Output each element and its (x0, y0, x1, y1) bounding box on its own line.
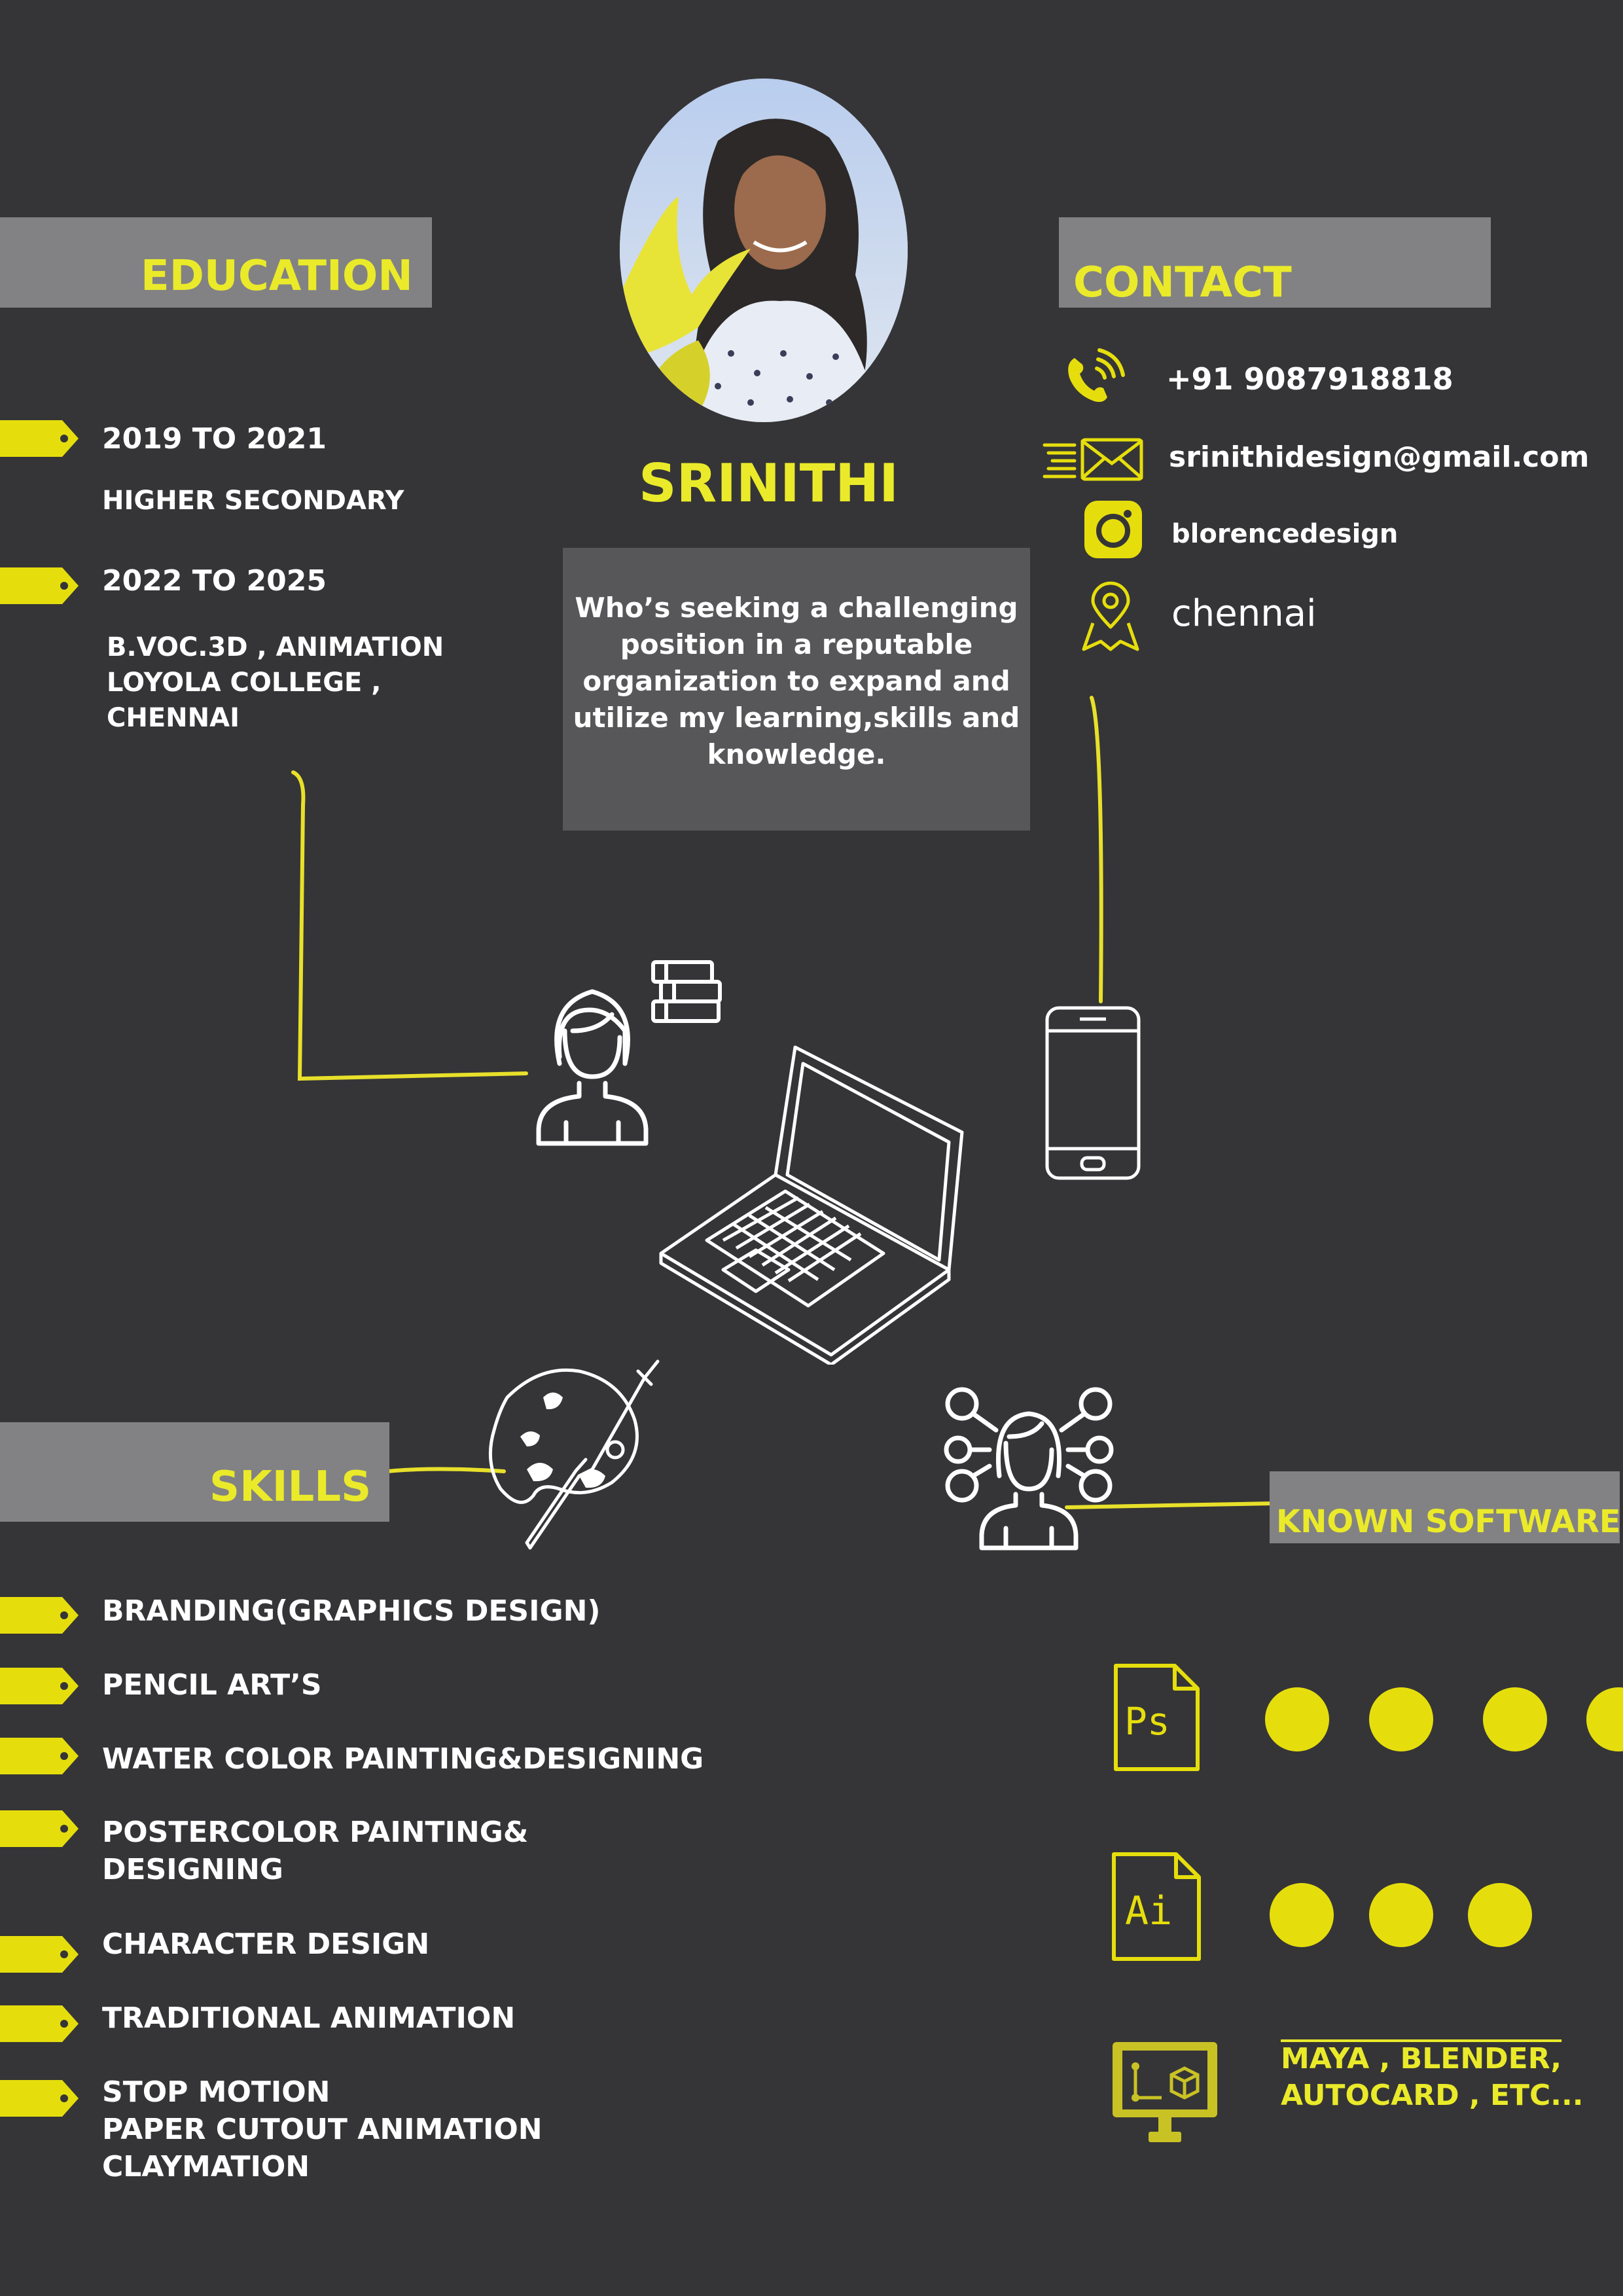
illustrator-file-icon: Ai (1112, 1852, 1201, 1961)
contact-title: CONTACT (1073, 259, 1292, 307)
education-connector (291, 770, 528, 1081)
education-years-1: 2019 TO 2021 (102, 422, 327, 456)
bullet-tag-icon (0, 1668, 79, 1704)
education-detail-2a: B.VOC.3D , ANIMATION (107, 632, 444, 662)
skill-item: PENCIL ART’S (102, 1668, 322, 1702)
other-software-line1: MAYA , BLENDER, (1281, 2042, 1562, 2075)
bullet-tag-icon (0, 2080, 79, 2117)
candidate-name: SRINITHI (639, 453, 899, 514)
rating-dot (1369, 1687, 1433, 1751)
education-title: EDUCATION (141, 252, 413, 300)
skill-item: POSTERCOLOR PAINTING& (102, 1816, 529, 1849)
objective-panel: Who’s seeking a challenging position in … (563, 548, 1030, 831)
email-icon (1043, 438, 1143, 481)
instagram-icon (1084, 501, 1142, 558)
contact-phone: +91 9087918818 (1166, 361, 1454, 397)
bullet-tag-icon (0, 2005, 79, 2042)
illustrator-label: Ai (1125, 1888, 1172, 1934)
profile-photo (620, 79, 908, 422)
phone-icon (1068, 348, 1125, 403)
rating-dot (1483, 1687, 1547, 1751)
education-header (0, 217, 432, 308)
contact-instagram[interactable]: blorencedesign (1171, 519, 1399, 549)
software-connector (1065, 1501, 1275, 1509)
bullet-tag-icon (0, 1738, 79, 1774)
photoshop-file-icon: Ps (1114, 1664, 1200, 1771)
network-person-icon (944, 1387, 1114, 1551)
paint-palette-icon (488, 1359, 660, 1550)
skill-item: CHARACTER DESIGN (102, 1928, 430, 1961)
software-title: KNOWN SOFTWARE (1276, 1503, 1621, 1540)
3d-software-icon (1113, 2042, 1217, 2142)
skill-item-continued: PAPER CUTOUT ANIMATION (102, 2113, 543, 2146)
skills-title: SKILLS (209, 1463, 372, 1511)
education-detail-2b: LOYOLA COLLEGE , (107, 668, 382, 698)
skill-item: BRANDING(GRAPHICS DESIGN) (102, 1594, 601, 1628)
skills-header (0, 1422, 389, 1522)
skill-item: TRADITIONAL ANIMATION (102, 2001, 516, 2035)
education-detail-2c: CHENNAI (107, 703, 240, 733)
software-header (1270, 1471, 1620, 1543)
bullet-tag-icon (0, 1936, 79, 1973)
bullet-tag-icon (0, 1810, 79, 1847)
photoshop-label: Ps (1124, 1699, 1170, 1744)
objective-text: Who’s seeking a challenging position in … (573, 592, 1020, 770)
contact-connector (1090, 696, 1103, 1003)
laptop-icon (659, 1045, 964, 1365)
student-icon (536, 989, 649, 1146)
skill-item: WATER COLOR PAINTING&DESIGNING (102, 1742, 704, 1776)
skill-item: STOP MOTION (102, 2075, 330, 2109)
education-detail-1: HIGHER SECONDARY (102, 486, 404, 516)
rating-dot (1270, 1883, 1334, 1947)
skill-item-continued: CLAYMATION (102, 2150, 310, 2183)
contact-location: chennai (1171, 592, 1317, 635)
rating-dot (1265, 1687, 1329, 1751)
bullet-tag-icon (0, 1597, 79, 1634)
bullet-tag-icon (0, 567, 79, 604)
other-software-line2: AUTOCARD , ETC... (1281, 2079, 1584, 2112)
location-icon (1082, 581, 1139, 651)
books-icon (651, 960, 722, 1023)
education-years-2: 2022 TO 2025 (102, 564, 327, 598)
skill-item-continued: DESIGNING (102, 1853, 283, 1886)
contact-email[interactable]: srinithidesign@gmail.com (1169, 440, 1590, 474)
rating-dot (1369, 1883, 1433, 1947)
smartphone-icon (1045, 1006, 1141, 1180)
contact-header (1059, 217, 1491, 308)
rating-dot (1468, 1883, 1532, 1947)
bullet-tag-icon (0, 420, 79, 457)
